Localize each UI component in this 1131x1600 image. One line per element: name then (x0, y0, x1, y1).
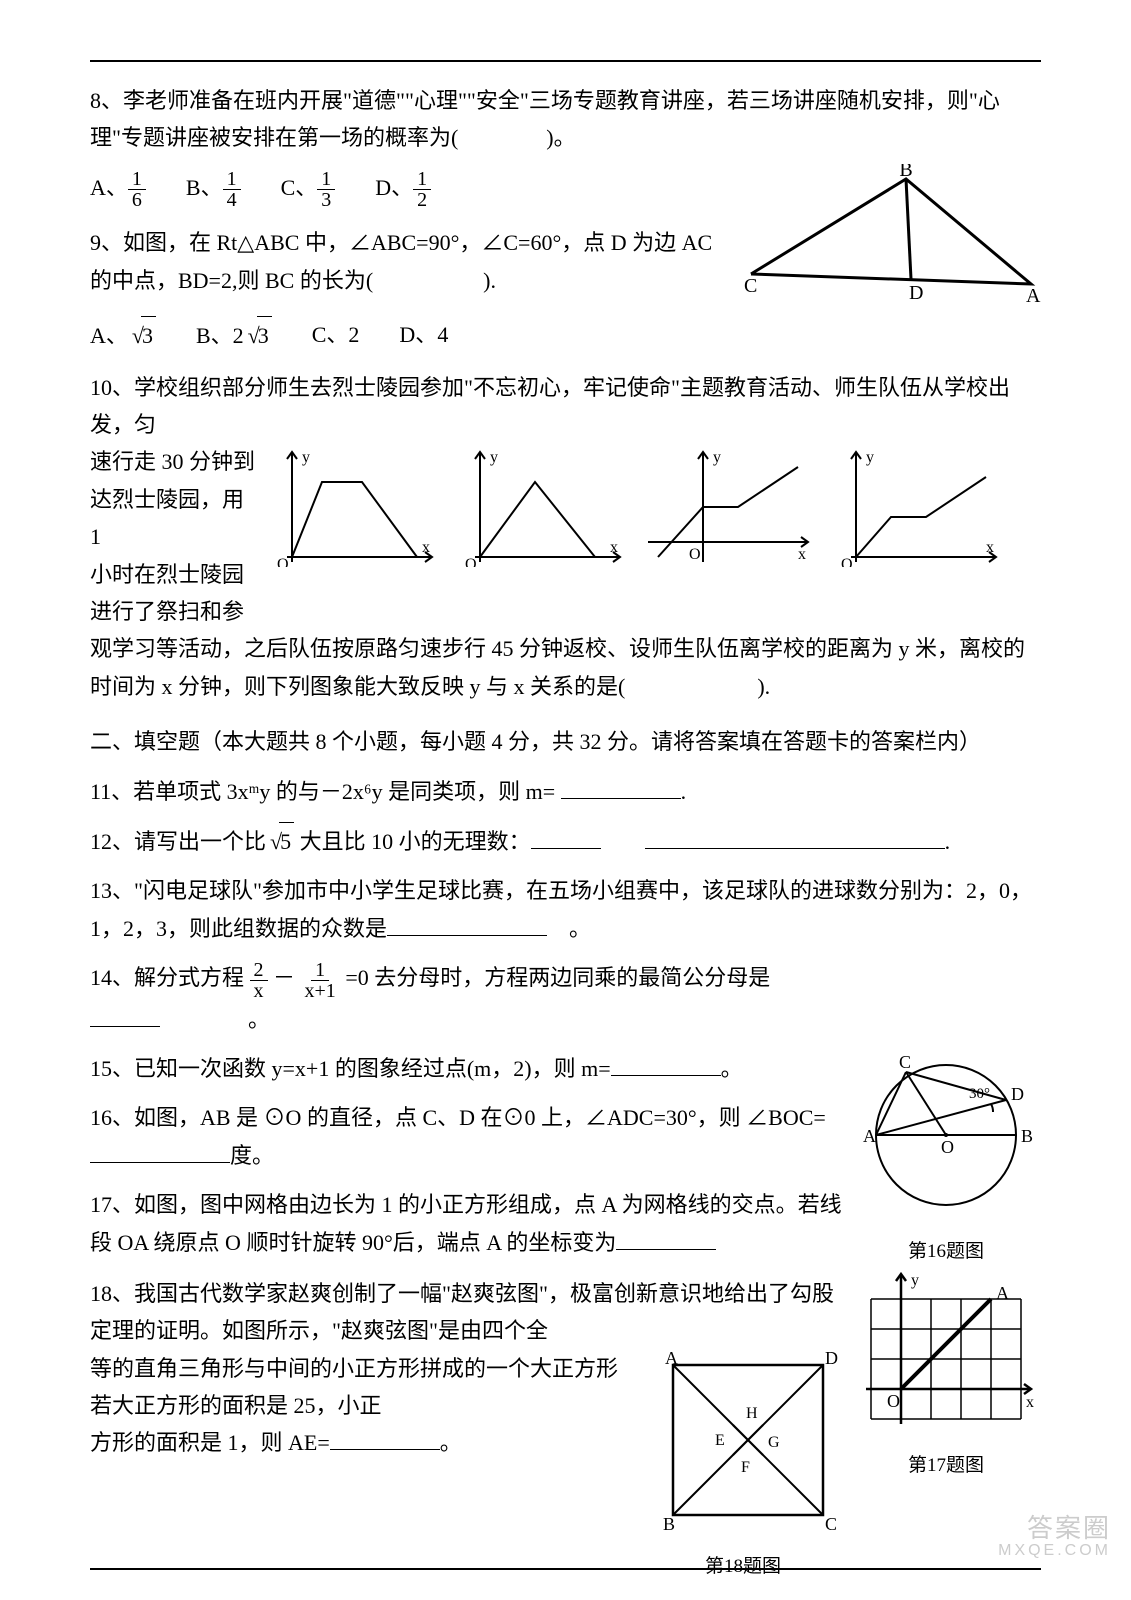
watermark: 答案圈 MXQE.COM (998, 1514, 1111, 1560)
svg-text:D: D (909, 282, 923, 304)
svg-text:x: x (798, 546, 806, 563)
q9-text: 9、如图，在 Rt△ABC 中，∠ABC=90°，∠C=60°，点 D 为边 A… (90, 230, 712, 292)
q10-left-text: 速行走 30 分钟到 达烈士陵园，用 1 小时在烈士陵园 进行了祭扫和参 (90, 443, 255, 630)
svg-text:y: y (866, 449, 874, 466)
svg-text:D: D (825, 1350, 838, 1368)
svg-text:x: x (422, 539, 430, 556)
q9-options: A、3 B、23 C、2 D、4 (90, 316, 1041, 354)
svg-text:G: G (768, 1434, 780, 1451)
svg-text:30°: 30° (969, 1086, 990, 1102)
q10-graph-1: y x O (267, 447, 437, 567)
svg-text:C: C (744, 275, 757, 297)
svg-text:O: O (941, 1137, 954, 1157)
svg-text:O: O (887, 1391, 900, 1411)
svg-text:y: y (713, 449, 721, 466)
question-14: 14、解分式方程 2x － 1x+1 =0 去分母时，方程两边同乘的最简公分母是… (90, 959, 1041, 1038)
question-12: 12、请写出一个比5 大且比 10 小的无理数： . (90, 822, 1041, 860)
fig-18: A D B C E F G H (643, 1350, 843, 1540)
svg-text:O: O (465, 556, 477, 567)
q10-graph-4: y x O (831, 447, 1001, 567)
question-8: 8、李老师准备在班内开展"道德""心理""安全"三场专题教育讲座，若三场讲座随机… (90, 82, 1041, 157)
svg-text:O: O (277, 556, 289, 567)
question-9: B C D A 9、如图，在 Rt△ABC 中，∠ABC=90°，∠C=60°，… (90, 224, 1041, 304)
fig-16: C D A O B 30° (851, 1050, 1041, 1225)
q10-graph-2: y x O (455, 447, 625, 567)
svg-text:C: C (899, 1052, 911, 1072)
svg-text:x: x (610, 539, 618, 556)
svg-text:F: F (741, 1459, 750, 1476)
svg-text:y: y (302, 449, 310, 466)
svg-text:D: D (1011, 1084, 1024, 1104)
svg-text:A: A (1026, 285, 1041, 304)
question-11: 11、若单项式 3xᵐy 的与－2x⁶y 是同类项，则 m= . (90, 773, 1041, 810)
q10-trail: 观学习等活动，之后队伍按原路匀速步行 45 分钟返校、设师生队伍离学校的距离为 … (90, 630, 1041, 705)
svg-text:y: y (911, 1272, 919, 1289)
svg-text:x: x (986, 539, 994, 556)
question-13: 13、"闪电足球队"参加市中小学生足球比赛，在五场小组赛中，该足球队的进球数分别… (90, 872, 1041, 947)
fig-17: A O y x (851, 1269, 1041, 1439)
q9-figure: B C D A (741, 164, 1041, 304)
svg-text:H: H (746, 1405, 758, 1422)
section-2-header: 二、填空题（本大题共 8 个小题，每小题 4 分，共 32 分。请将答案填在答题… (90, 723, 1041, 760)
svg-text:C: C (825, 1514, 837, 1534)
svg-text:O: O (841, 556, 853, 567)
svg-text:A: A (996, 1283, 1009, 1303)
q10-graph-3: y x O (643, 447, 813, 567)
q8-opt-A: A、16 (90, 169, 146, 210)
q10-lead: 10、学校组织部分师生去烈士陵园参加"不忘初心，牢记使命"主题教育活动、师生队伍… (90, 369, 1041, 444)
svg-text:A: A (665, 1350, 678, 1368)
svg-text:B: B (663, 1514, 675, 1534)
svg-text:y: y (490, 449, 498, 466)
q9-opt-D: D、4 (399, 316, 448, 354)
svg-text:A: A (863, 1126, 876, 1146)
q8-opt-D: D、12 (375, 169, 431, 210)
q9-opt-B: B、23 (196, 316, 272, 354)
q8-opt-B: B、14 (186, 169, 241, 210)
svg-text:E: E (715, 1432, 725, 1449)
svg-text:B: B (1021, 1126, 1033, 1146)
svg-text:x: x (1026, 1394, 1034, 1411)
q8-text: 8、李老师准备在班内开展"道德""心理""安全"三场专题教育讲座，若三场讲座随机… (90, 88, 1000, 150)
fig17-caption: 第17题图 (851, 1450, 1041, 1482)
q9-opt-C: C、2 (312, 316, 360, 354)
q8-opt-C: C、13 (281, 169, 336, 210)
svg-text:B: B (899, 164, 912, 181)
fig16-caption: 第16题图 (851, 1236, 1041, 1268)
question-10: 10、学校组织部分师生去烈士陵园参加"不忘初心，牢记使命"主题教育活动、师生队伍… (90, 369, 1041, 706)
q10-graphs: y x O y x O y (267, 447, 1001, 567)
q9-opt-A: A、3 (90, 316, 156, 354)
svg-text:O: O (689, 546, 701, 563)
